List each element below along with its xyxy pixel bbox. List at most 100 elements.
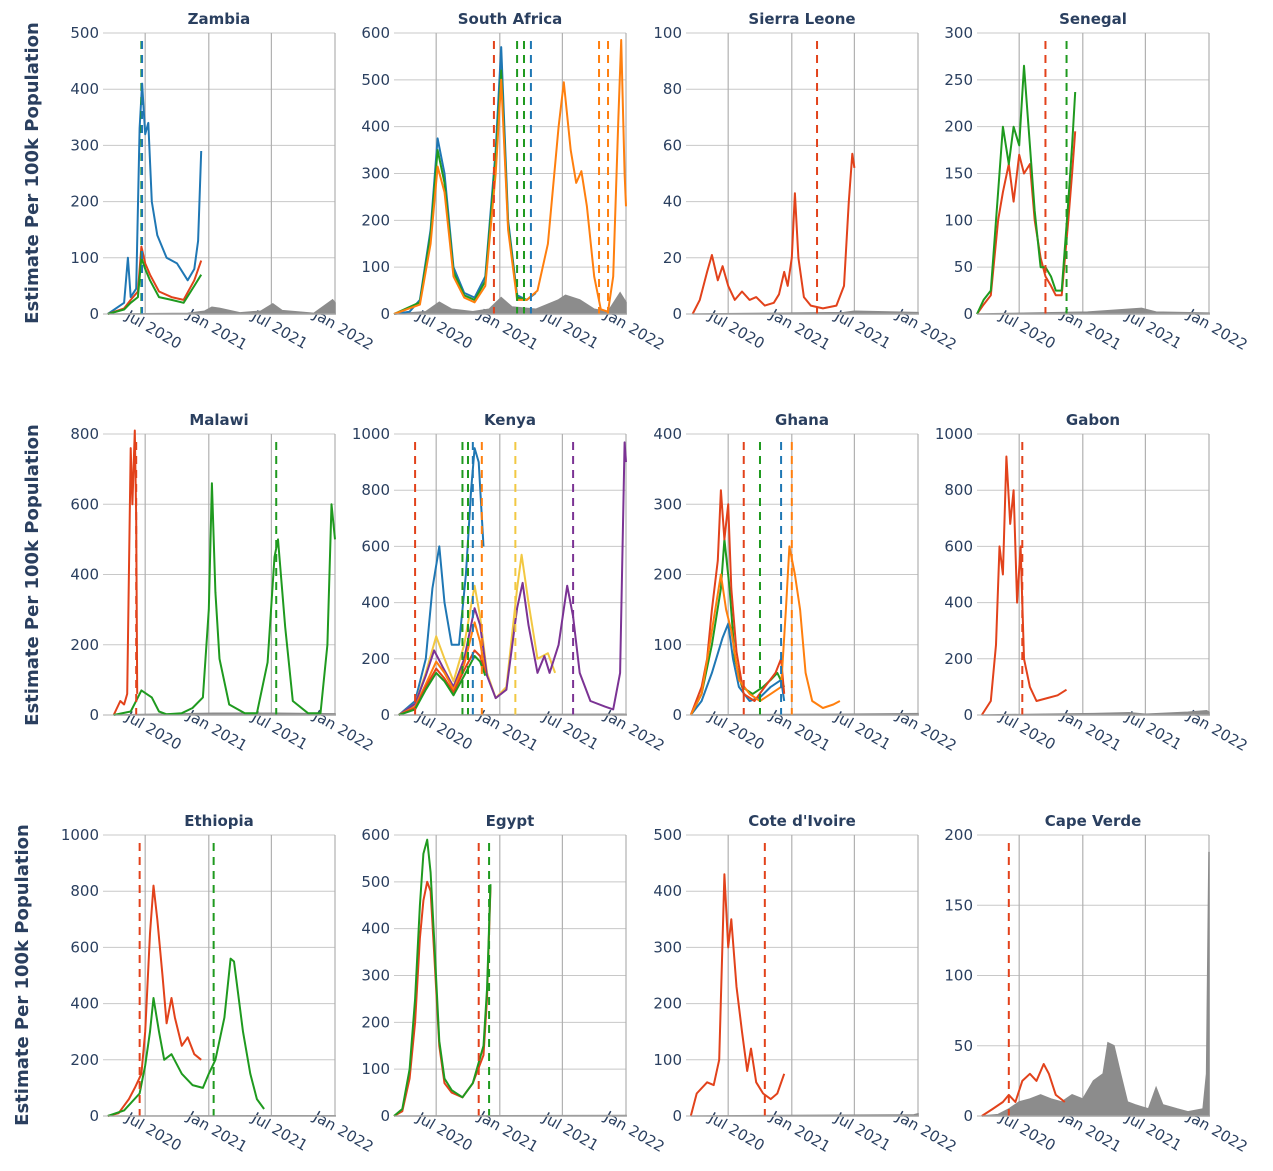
y-tick-label: 500: [653, 826, 682, 844]
y-tick-label: 500: [361, 71, 390, 89]
y-tick-label: 800: [70, 425, 99, 443]
y-tick-label: 300: [70, 136, 99, 154]
y-axis-label-row-1: Estimate Per 100k Population: [22, 22, 43, 324]
y-tick-label: 80: [663, 80, 682, 98]
y-axis-labels: Estimate Per 100k Population Estimate Pe…: [12, 22, 43, 1126]
y-tick-label: 100: [944, 967, 973, 985]
series-line-blue: [690, 622, 786, 716]
y-tick-label: 400: [361, 594, 390, 612]
series-line-green: [107, 256, 203, 315]
x-tick-label: Jan 2022: [601, 1107, 668, 1156]
y-tick-label: 600: [70, 938, 99, 956]
panel-title-kenya: Kenya: [484, 411, 536, 429]
y-tick-label: 60: [663, 136, 682, 154]
y-tick-label: 400: [70, 995, 99, 1013]
panel-title-zambia: Zambia: [188, 10, 251, 28]
y-tick-label: 600: [944, 537, 973, 555]
y-tick-label: 200: [361, 211, 390, 229]
y-tick-label: 0: [672, 1107, 682, 1125]
y-tick-label: 0: [672, 305, 682, 323]
x-tick-label: Jan 2022: [601, 706, 668, 755]
y-tick-label: 0: [89, 1107, 99, 1125]
y-tick-label: 400: [70, 566, 99, 584]
y-tick-label: 1000: [352, 425, 390, 443]
y-axis-label-row-2: Estimate Per 100k Population: [22, 424, 43, 726]
y-tick-label: 200: [653, 995, 682, 1013]
y-tick-label: 600: [361, 537, 390, 555]
y-tick-label: 600: [361, 24, 390, 42]
y-tick-label: 200: [70, 1051, 99, 1069]
series-line-red: [398, 649, 487, 716]
panel-title-senegal: Senegal: [1059, 10, 1127, 28]
y-tick-label: 800: [361, 481, 390, 499]
y-tick-label: 800: [70, 882, 99, 900]
series-line-red: [980, 455, 1068, 716]
panel-title-malawi: Malawi: [189, 411, 248, 429]
plot-area-kenya: [394, 434, 626, 715]
y-axis-label-row-3: Estimate Per 100k Population: [12, 824, 33, 1126]
series-line-blue: [398, 447, 485, 716]
series-line-red: [976, 131, 1077, 315]
y-tick-label: 100: [653, 636, 682, 654]
y-tick-label: 150: [944, 896, 973, 914]
y-tick-label: 1000: [61, 826, 99, 844]
y-tick-label: 50: [954, 1037, 973, 1055]
y-tick-label: 200: [70, 193, 99, 211]
series-line-red: [981, 1063, 1066, 1117]
y-tick-label: 250: [944, 71, 973, 89]
y-tick-label: 400: [70, 80, 99, 98]
y-tick-label: 100: [944, 211, 973, 229]
y-tick-label: 100: [70, 249, 99, 267]
y-tick-label: 300: [944, 24, 973, 42]
y-tick-label: 150: [944, 165, 973, 183]
y-tick-label: 100: [361, 258, 390, 276]
series-line-red: [107, 884, 202, 1117]
y-tick-label: 0: [380, 305, 390, 323]
series-line-green: [398, 655, 487, 716]
x-tick-label: Jan 2022: [310, 1107, 377, 1156]
y-tick-label: 400: [653, 882, 682, 900]
y-tick-label: 300: [361, 165, 390, 183]
panel-title-south-africa: South Africa: [458, 10, 563, 28]
y-tick-label: 0: [380, 706, 390, 724]
y-tick-label: 0: [672, 706, 682, 724]
series-line-orange: [689, 545, 841, 716]
y-tick-label: 0: [963, 305, 973, 323]
panel-title-cape-verde: Cape Verde: [1045, 812, 1142, 830]
series-area-gray: [107, 298, 336, 315]
y-tick-label: 200: [361, 1013, 390, 1031]
y-tick-label: 600: [361, 826, 390, 844]
y-tick-label: 100: [361, 1060, 390, 1078]
y-tick-label: 800: [944, 481, 973, 499]
y-tick-label: 40: [663, 193, 682, 211]
series-area-gray: [393, 291, 627, 315]
series-line-green: [113, 482, 336, 716]
plot-area-sierra-leone: [686, 33, 918, 314]
panel-title-ghana: Ghana: [775, 411, 829, 429]
y-tick-label: 200: [944, 650, 973, 668]
series-line-red: [107, 245, 203, 315]
y-tick-label: 500: [70, 24, 99, 42]
plot-area-gabon: [977, 434, 1209, 715]
panel-title-ethiopia: Ethiopia: [184, 812, 254, 830]
series-area-gray: [981, 851, 1210, 1117]
y-tick-label: 500: [361, 873, 390, 891]
y-tick-label: 200: [361, 650, 390, 668]
panel-title-cote-d-ivoire: Cote d'Ivoire: [748, 812, 856, 830]
series-line-orange: [393, 39, 627, 315]
y-tick-label: 600: [70, 495, 99, 513]
y-tick-label: 400: [653, 425, 682, 443]
series-line-green: [393, 838, 492, 1117]
